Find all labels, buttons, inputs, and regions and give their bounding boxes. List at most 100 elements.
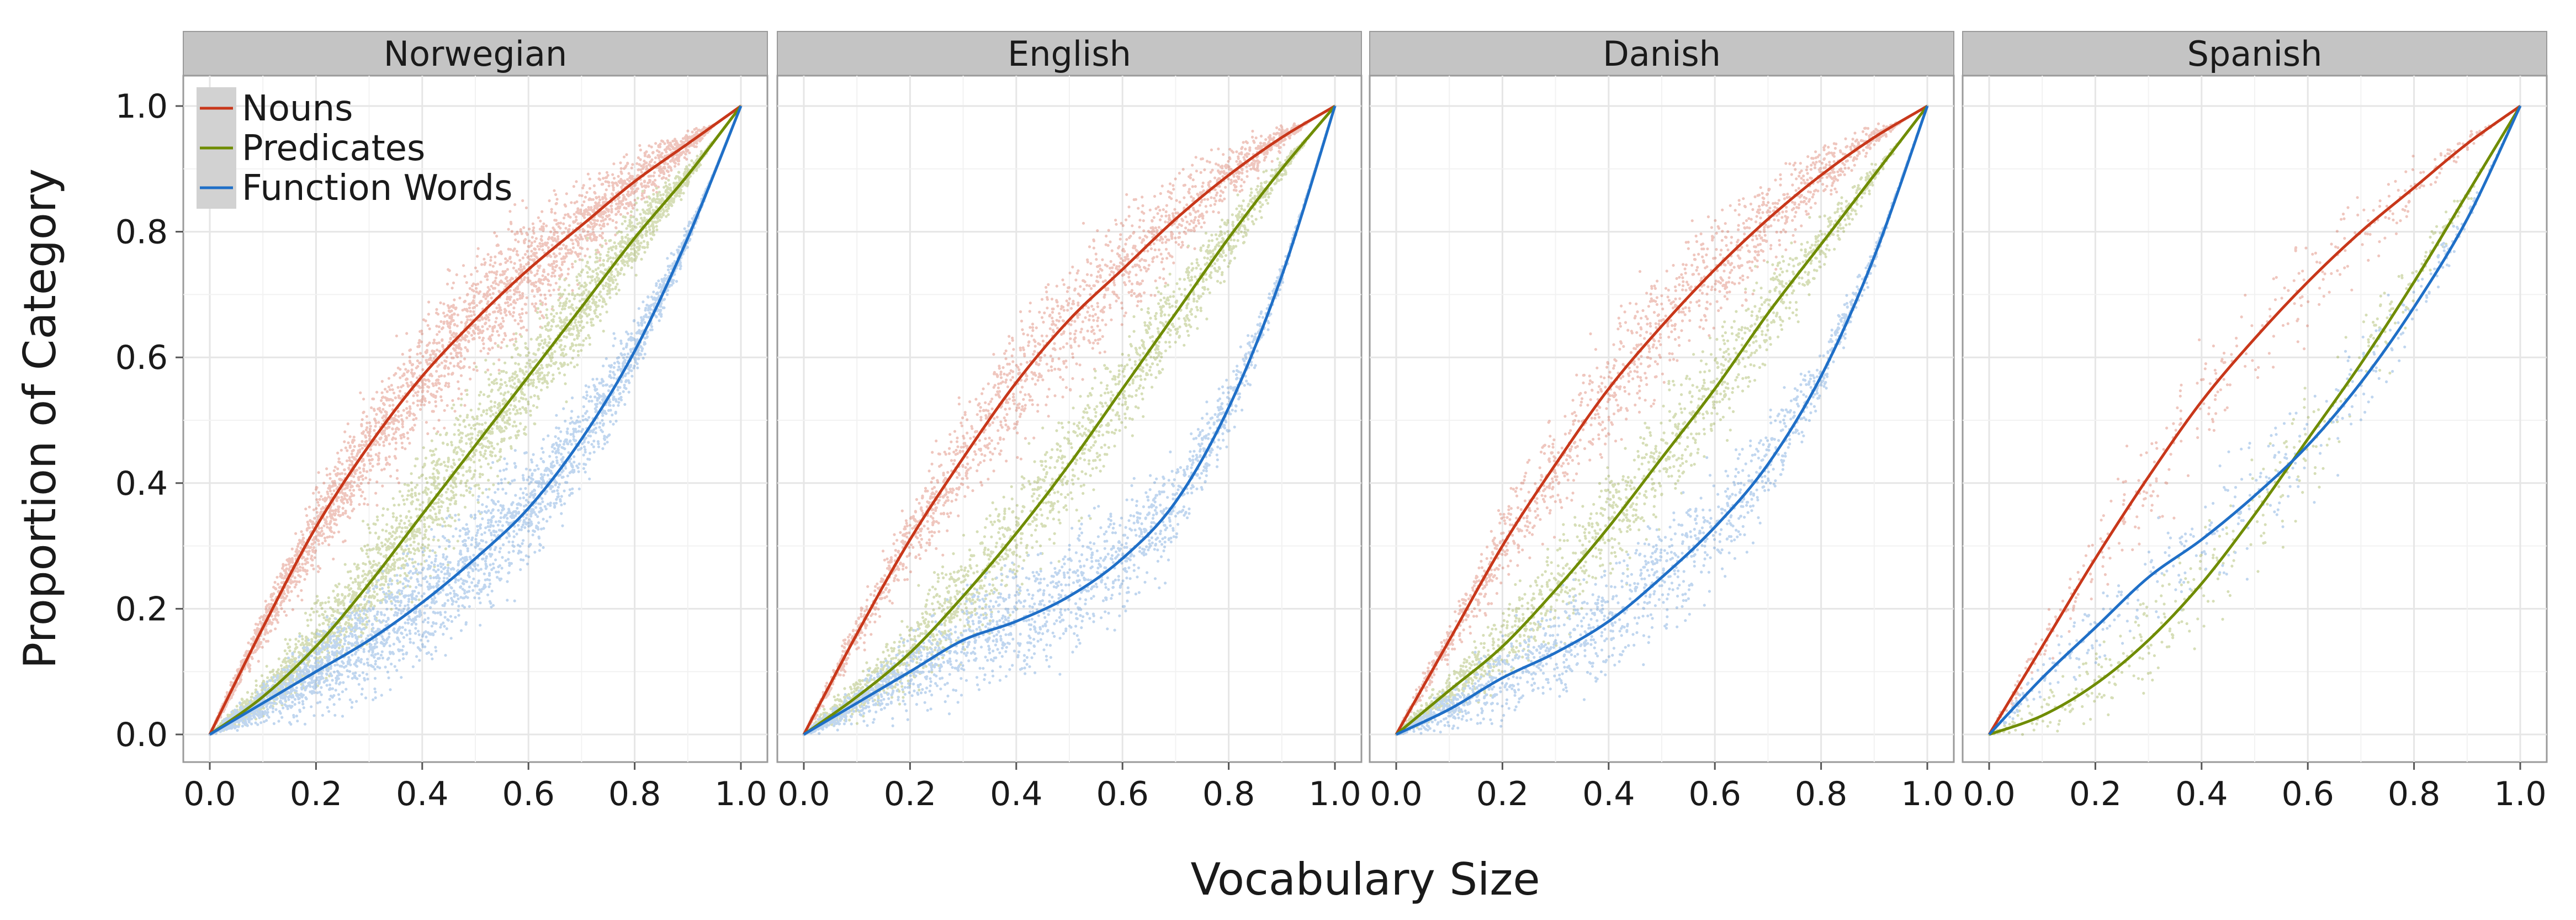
point-predicates xyxy=(547,335,550,338)
point-predicates xyxy=(614,278,617,281)
point-nouns xyxy=(459,351,462,354)
point-predicates xyxy=(496,475,499,478)
point-predicates xyxy=(432,484,435,487)
point-nouns xyxy=(576,236,579,239)
point-nouns xyxy=(409,348,412,351)
point-nouns xyxy=(351,450,354,452)
point-nouns xyxy=(463,357,466,360)
point-nouns xyxy=(371,458,374,461)
point-predicates xyxy=(591,298,594,300)
point-nouns xyxy=(416,404,419,406)
point-nouns xyxy=(447,373,450,376)
point-predicates xyxy=(363,545,366,548)
point-predicates xyxy=(475,366,478,368)
point-nouns xyxy=(500,322,502,325)
point-nouns xyxy=(605,242,607,245)
point-nouns xyxy=(351,494,354,497)
point-predicates xyxy=(468,466,471,469)
point-nouns xyxy=(342,507,344,510)
point-nouns xyxy=(662,172,665,175)
point-nouns xyxy=(285,559,288,562)
point-nouns xyxy=(320,495,322,498)
point-nouns xyxy=(347,422,349,425)
point-nouns xyxy=(247,663,250,665)
point-predicates xyxy=(432,538,435,541)
point-nouns xyxy=(282,600,284,602)
point-nouns xyxy=(343,440,346,443)
point-nouns xyxy=(308,553,310,556)
point-nouns xyxy=(352,475,355,478)
point-nouns xyxy=(529,279,532,282)
point-nouns xyxy=(480,300,483,303)
point-nouns xyxy=(334,484,337,487)
point-nouns xyxy=(473,313,476,316)
point-nouns xyxy=(509,256,512,258)
point-nouns xyxy=(302,569,305,572)
point-predicates xyxy=(635,209,638,212)
point-nouns xyxy=(449,352,452,355)
point-predicates xyxy=(478,487,481,490)
point-nouns xyxy=(516,253,519,256)
point-nouns xyxy=(364,445,367,447)
point-nouns xyxy=(553,228,555,231)
point-nouns xyxy=(422,318,425,321)
point-predicates xyxy=(453,496,455,499)
point-nouns xyxy=(517,240,520,243)
facet-label: Norwegian xyxy=(384,34,568,74)
point-predicates xyxy=(542,346,544,349)
point-predicates xyxy=(536,311,539,314)
point-nouns xyxy=(421,368,424,371)
point-nouns xyxy=(278,586,281,589)
point-nouns xyxy=(357,476,360,479)
point-nouns xyxy=(393,374,396,377)
point-predicates xyxy=(393,558,395,561)
point-nouns xyxy=(481,330,484,332)
point-predicates xyxy=(514,362,517,364)
point-nouns xyxy=(369,425,372,427)
point-nouns xyxy=(449,330,452,332)
point-nouns xyxy=(384,388,386,390)
point-nouns xyxy=(490,285,493,288)
point-predicates xyxy=(635,202,638,204)
point-nouns xyxy=(525,329,528,331)
point-nouns xyxy=(404,447,406,450)
point-nouns xyxy=(300,599,303,601)
point-nouns xyxy=(453,364,455,367)
point-predicates xyxy=(585,337,587,340)
point-nouns xyxy=(433,427,436,430)
point-predicates xyxy=(399,580,401,583)
point-nouns xyxy=(260,615,263,618)
point-nouns xyxy=(500,309,502,311)
point-predicates xyxy=(635,274,638,277)
point-nouns xyxy=(674,143,676,146)
point-predicates xyxy=(602,330,605,332)
point-nouns xyxy=(530,255,533,257)
point-predicates xyxy=(484,452,486,455)
point-predicates xyxy=(499,386,502,389)
point-predicates xyxy=(284,649,287,652)
point-nouns xyxy=(502,338,505,341)
point-predicates xyxy=(505,371,508,374)
point-nouns xyxy=(519,316,522,319)
point-predicates xyxy=(382,507,385,510)
point-nouns xyxy=(522,226,525,229)
point-predicates xyxy=(402,499,405,501)
point-nouns xyxy=(574,251,577,254)
point-nouns xyxy=(506,268,509,271)
point-nouns xyxy=(549,255,552,258)
point-nouns xyxy=(615,213,618,215)
point-nouns xyxy=(394,455,396,458)
point-nouns xyxy=(313,517,316,520)
point-nouns xyxy=(448,325,450,328)
point-nouns xyxy=(427,363,430,366)
point-nouns xyxy=(400,385,402,388)
point-nouns xyxy=(312,492,315,495)
point-nouns xyxy=(467,318,469,321)
point-predicates xyxy=(280,664,283,667)
point-nouns xyxy=(662,176,665,179)
point-nouns xyxy=(395,442,397,445)
point-nouns xyxy=(487,352,490,355)
point-predicates xyxy=(581,298,584,300)
point-nouns xyxy=(421,390,424,393)
point-nouns xyxy=(445,382,448,384)
